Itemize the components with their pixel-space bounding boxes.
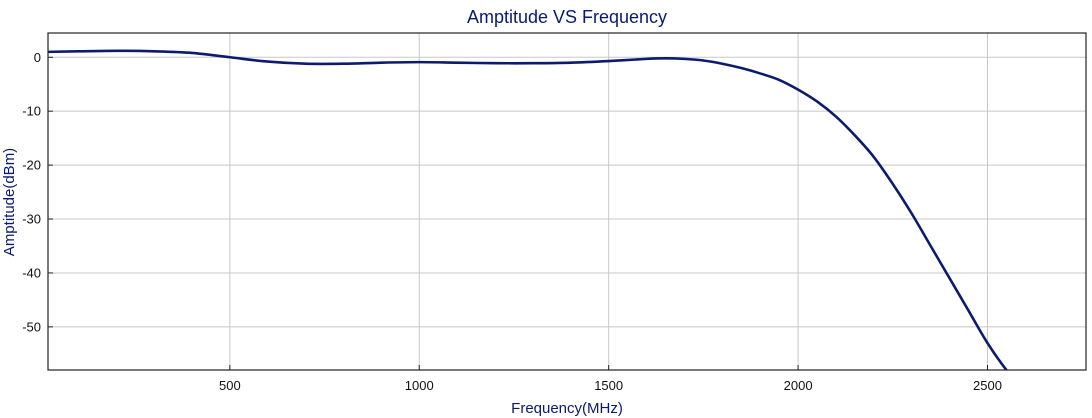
y-tick-label: -30 bbox=[22, 212, 41, 227]
y-axis-ticks: 0 -10 -20 -30 -40 -50 bbox=[22, 50, 53, 334]
y-tick-label: -50 bbox=[22, 319, 41, 334]
chart-title: Amptitude VS Frequency bbox=[467, 7, 667, 27]
x-tick-label: 2500 bbox=[973, 378, 1002, 393]
y-tick-label: 0 bbox=[34, 50, 41, 65]
y-tick-label: -40 bbox=[22, 265, 41, 280]
x-axis-label: Frequency(MHz) bbox=[511, 400, 623, 417]
x-tick-label: 2000 bbox=[784, 378, 813, 393]
x-axis-ticks: 500 1000 1500 2000 2500 bbox=[219, 365, 1002, 393]
x-tick-label: 1000 bbox=[405, 378, 434, 393]
x-tick-label: 1500 bbox=[594, 378, 623, 393]
y-tick-label: -20 bbox=[22, 158, 41, 173]
y-tick-label: -10 bbox=[22, 104, 41, 119]
y-axis-label: Amptitude(dBm) bbox=[1, 148, 18, 256]
x-tick-label: 500 bbox=[219, 378, 241, 393]
plot-area bbox=[48, 33, 1086, 370]
plot-frame bbox=[47, 32, 1087, 371]
series-line bbox=[48, 49, 1009, 370]
